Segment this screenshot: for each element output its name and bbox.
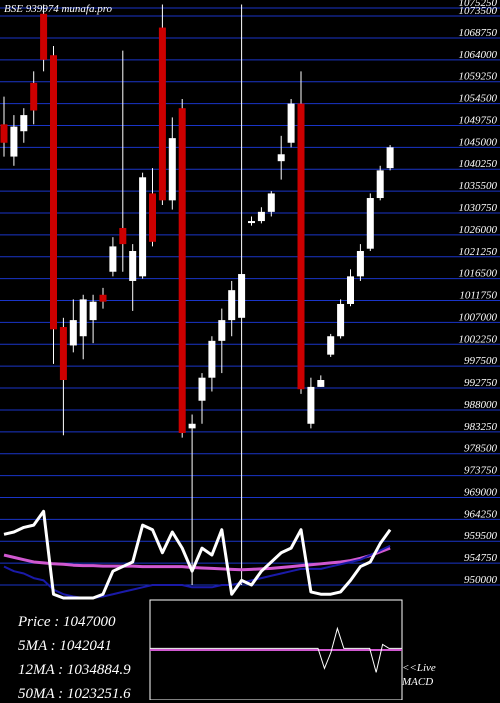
candle-down: [59, 327, 67, 380]
price-tick-label: 1002250: [459, 333, 498, 345]
candle-down: [178, 108, 186, 433]
stat-label: 50MA: [18, 686, 55, 702]
price-gridlines: [0, 7, 500, 586]
candle-down: [0, 124, 8, 143]
candle-up: [347, 276, 354, 304]
price-tick-label: 1075250: [459, 0, 498, 9]
price-tick-label: 1045000: [459, 136, 498, 148]
stat-value: 1023251.6: [66, 686, 131, 702]
price-tick-label: 1026000: [459, 224, 498, 236]
candle-up: [139, 177, 147, 277]
candle-up: [287, 103, 295, 143]
price-tick-label: 964250: [464, 508, 498, 520]
stat-separator: :: [46, 638, 60, 654]
candle-down: [297, 103, 305, 390]
candle-down: [40, 13, 48, 60]
price-tick-label: 973750: [464, 465, 498, 477]
candle-up: [366, 198, 374, 249]
stat-value: 1034884.9: [66, 662, 131, 678]
candle-up: [238, 274, 246, 318]
price-tick-label: 969000: [464, 486, 498, 498]
candle-up: [376, 170, 384, 199]
candle-up: [79, 299, 87, 337]
price-tick-label: 997500: [464, 355, 498, 367]
ma5-line: [3, 509, 392, 600]
candle-up: [317, 379, 325, 387]
stat-separator: :: [50, 614, 63, 630]
candle-up: [89, 301, 97, 321]
stat-value: 1042041: [59, 638, 112, 654]
candle-up: [218, 320, 226, 341]
price-tick-label: 978500: [464, 443, 498, 455]
candle-down: [158, 27, 166, 201]
price-tick-label: 1007000: [459, 311, 498, 323]
stat-row: 12MA : 1034884.9: [18, 662, 131, 679]
price-tick-label: 950000: [464, 574, 498, 586]
candle-up: [356, 251, 364, 277]
candle-up: [168, 138, 176, 201]
ma12-line: [3, 544, 391, 599]
candle-up: [198, 377, 206, 401]
candle-down: [99, 294, 107, 302]
ma50-line: [3, 546, 391, 572]
price-tick-label: 1064000: [459, 49, 498, 61]
stat-separator: :: [54, 686, 67, 702]
price-tick-label: 992750: [464, 377, 498, 389]
stat-value: 1047000: [62, 614, 116, 630]
candle-up: [307, 386, 315, 424]
candle-up: [267, 193, 275, 212]
candle-down: [119, 227, 127, 245]
price-tick-label: 954750: [464, 552, 498, 564]
stat-row: 5MA : 1042041: [18, 638, 112, 655]
candle-up: [69, 320, 77, 346]
stat-label: Price: [18, 614, 51, 630]
price-tick-label: 1011750: [459, 290, 497, 302]
candle-up: [208, 340, 216, 378]
stat-separator: :: [54, 662, 67, 678]
macd-line: [150, 626, 402, 673]
price-tick-label: 1049750: [459, 114, 498, 126]
price-tick-label: 1030750: [459, 202, 498, 214]
candles: [0, 4, 394, 585]
candle-up: [337, 303, 345, 337]
live-macd-label: <<Live MACD: [402, 661, 436, 689]
chart-title: BSE 939974 munafa.pro: [4, 3, 113, 15]
candle-up: [20, 115, 28, 132]
price-tick-label: 1040250: [459, 158, 498, 170]
price-tick-label: 1054500: [459, 93, 498, 105]
price-tick-label: 1059250: [459, 71, 498, 83]
candle-up: [188, 423, 196, 429]
moving-average-lines: [3, 509, 392, 600]
price-tick-label: 959500: [464, 530, 498, 542]
candle-up: [327, 336, 335, 355]
candle-down: [30, 82, 38, 111]
price-tick-label: 1016500: [459, 268, 498, 280]
price-tick-label: 1021250: [459, 246, 498, 258]
stat-label: 12MA: [18, 662, 55, 678]
candle-down: [50, 55, 57, 330]
price-tick-label: 983250: [464, 421, 498, 433]
candle-up: [248, 221, 255, 224]
stat-row: 50MA : 1023251.6: [18, 686, 131, 703]
price-tick-label: 1068750: [459, 27, 498, 39]
price-tick-label: 1073500: [459, 5, 498, 17]
candle-down: [149, 193, 156, 242]
stat-label: 5MA: [18, 638, 47, 654]
candle-up: [277, 154, 285, 162]
price-tick-label: 1035500: [459, 180, 498, 192]
stat-row: Price : 1047000: [18, 614, 115, 631]
candle-up: [10, 126, 18, 157]
macd-label: MACD: [402, 676, 434, 688]
candle-up: [129, 251, 137, 281]
candle-up: [228, 290, 236, 321]
candle-up: [109, 246, 117, 272]
candle-up: [257, 211, 265, 222]
candle-up: [386, 147, 394, 169]
price-tick-label: 988000: [464, 399, 498, 411]
live-label: <<Live: [402, 662, 436, 674]
macd-panel: [149, 599, 403, 700]
